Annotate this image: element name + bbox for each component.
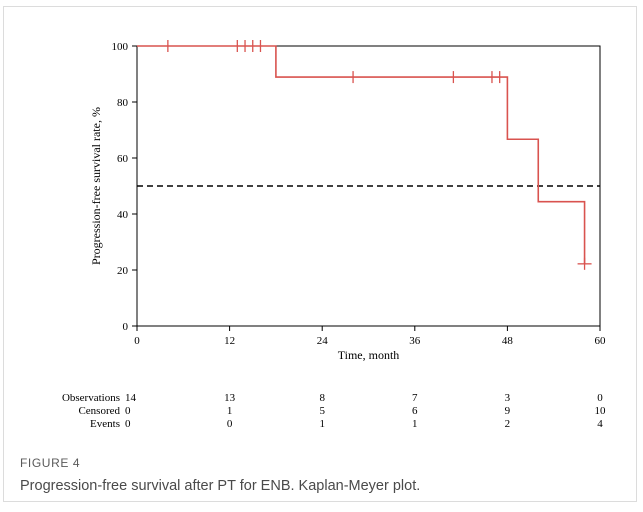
risk-cell: 1 [412,418,418,430]
x-tick-label: 36 [409,335,421,347]
risk-cell: 8 [319,392,325,404]
x-axis: 0 12 24 36 48 60 [134,326,606,347]
risk-cell: 0 [125,418,131,430]
risk-cell: 0 [125,405,131,417]
risk-cell: 14 [125,392,137,404]
figure-caption: Progression-free survival after PT for E… [20,478,421,494]
risk-cell: 0 [597,392,603,404]
risk-cell: 1 [227,405,233,417]
figure-label: FIGURE 4 [20,456,81,470]
x-tick-label: 48 [502,335,514,347]
y-axis-label: Progression-free survival rate, % [89,107,103,265]
censor-marks-group [167,40,592,270]
y-tick-label: 0 [123,321,129,333]
y-axis: 0 20 40 60 80 100 [112,41,137,333]
survival-curve-group [137,45,586,264]
risk-cell: 3 [505,392,511,404]
survival-curve [137,45,586,264]
x-tick-label: 12 [224,335,235,347]
risk-cell: 13 [224,392,236,404]
y-tick-label: 60 [117,153,129,165]
risk-row-label: Observations [62,392,120,404]
risk-cell: 10 [595,405,607,417]
risk-cell: 1 [319,418,325,430]
risk-cell: 7 [412,392,418,404]
risk-cell: 0 [227,418,233,430]
x-tick-label: 24 [317,335,329,347]
risk-cell: 6 [412,405,418,417]
y-tick-label: 40 [117,209,129,221]
risk-cell: 2 [505,418,511,430]
risk-cell: 9 [505,405,511,417]
x-axis-label: Time, month [338,348,400,362]
x-tick-label: 0 [134,335,140,347]
y-tick-label: 80 [117,97,129,109]
risk-row-label: Censored [78,405,120,417]
risk-row-label: Events [90,418,120,430]
risk-cell: 5 [319,405,325,417]
x-tick-label: 60 [595,335,607,347]
figure-card: 0 20 40 60 80 100 0 12 24 36 48 60 Time, month Pro… [3,6,637,502]
y-tick-label: 20 [117,265,129,277]
risk-cell: 4 [597,418,603,430]
y-tick-label: 100 [112,41,129,53]
